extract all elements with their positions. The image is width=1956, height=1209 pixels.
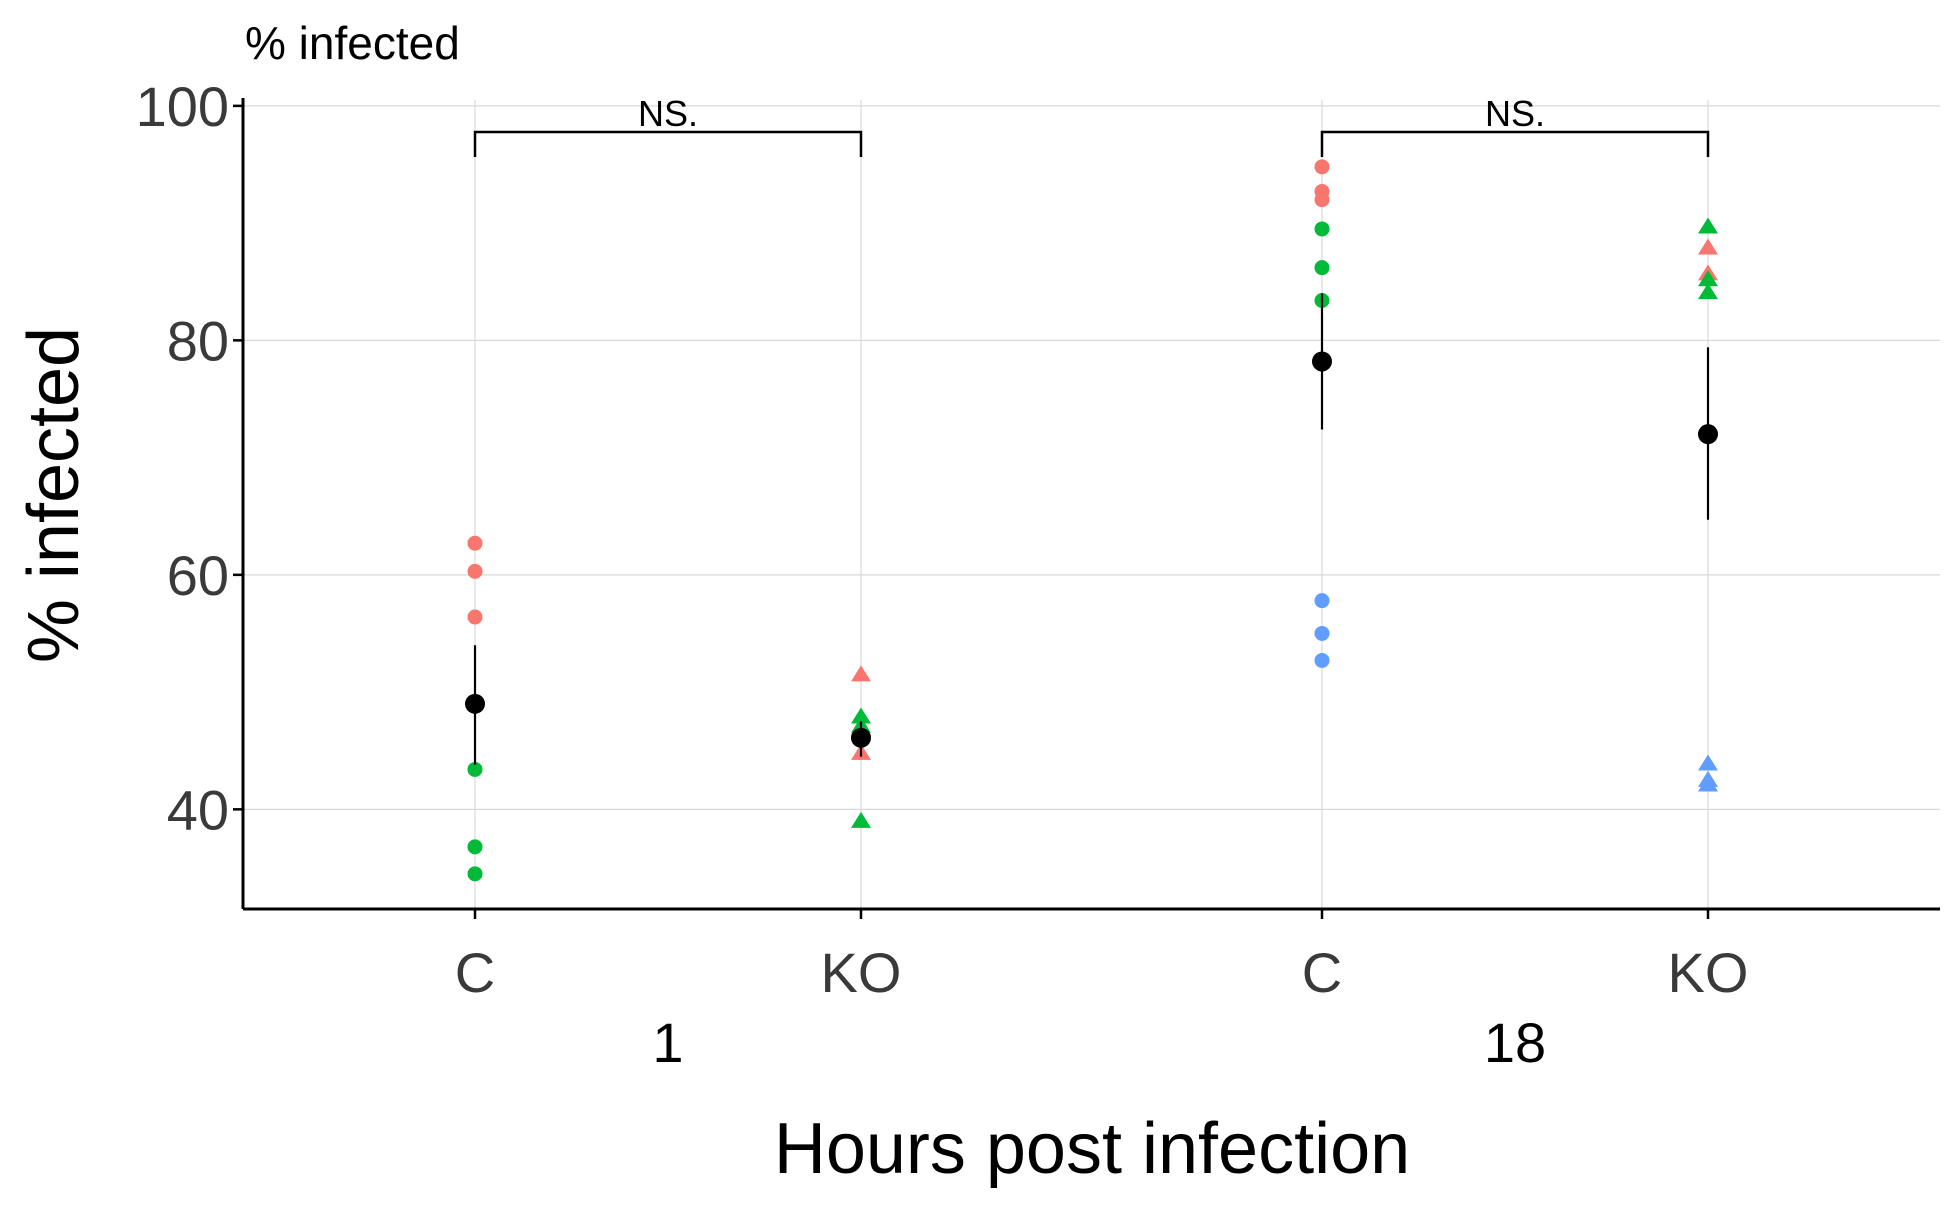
mean-point: [465, 693, 485, 714]
data-point-circle: [1314, 159, 1330, 175]
y-tick-label: 40: [167, 778, 229, 841]
significance-label: NS.: [638, 93, 698, 134]
group-label: 18: [1484, 1011, 1546, 1074]
data-point-circle: [1314, 625, 1330, 641]
mean-point: [1312, 351, 1332, 372]
y-tick-label: 100: [136, 75, 229, 138]
mean-point: [1698, 424, 1718, 445]
significance-bracket: [473, 130, 863, 157]
axes: 40 60 80 100 C KO 1 C KO 18: [136, 75, 1940, 1074]
mean-markers: [465, 293, 1718, 765]
data-point-triangle: [1698, 270, 1718, 287]
x-tick-label: KO: [1668, 941, 1749, 1004]
y-axis-label: % infected: [14, 327, 94, 663]
data-point-triangle: [851, 811, 871, 828]
data-point-circle: [1314, 260, 1330, 276]
data-point-circle: [467, 761, 483, 777]
x-tick-label: C: [1302, 941, 1342, 1004]
significance-bracket: [1320, 130, 1710, 157]
data-point-triangle: [1698, 754, 1718, 771]
data-point-circle: [467, 535, 483, 551]
significance-annotations: NS. NS.: [473, 93, 1710, 157]
data-point-circle: [467, 609, 483, 625]
data-point-circle: [1314, 221, 1330, 237]
data-point-triangle: [1698, 238, 1718, 255]
x-axis-label: Hours post infection: [774, 1109, 1410, 1189]
x-tick-label: C: [455, 941, 495, 1004]
data-point-triangle: [1698, 775, 1718, 792]
data-point-triangle: [851, 707, 871, 724]
data-point-circle: [467, 839, 483, 855]
data-point-triangle: [851, 665, 871, 682]
data-point-circle: [1314, 192, 1330, 208]
data-point-circle: [1314, 652, 1330, 668]
x-tick-label: KO: [821, 941, 902, 1004]
data-point-triangle: [1698, 217, 1718, 234]
group-label: 1: [652, 1011, 683, 1074]
data-point-circle: [467, 563, 483, 579]
mean-point: [851, 727, 871, 748]
y-tick-label: 80: [167, 309, 229, 372]
y-tick-label: 60: [167, 544, 229, 607]
data-point-triangle: [1698, 283, 1718, 300]
significance-label: NS.: [1485, 93, 1545, 134]
data-point-circle: [1314, 593, 1330, 609]
data-point-circle: [467, 866, 483, 882]
chart-title: % infected: [245, 17, 460, 69]
